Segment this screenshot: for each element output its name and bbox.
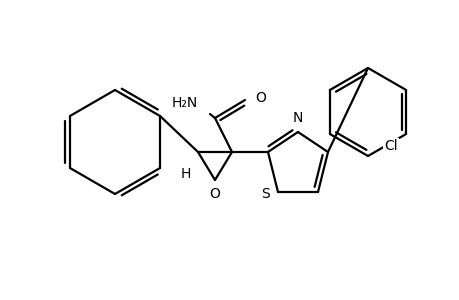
Text: N: N [292,111,302,125]
Text: H: H [180,167,191,181]
Text: Cl: Cl [383,139,397,153]
Text: O: O [209,187,220,201]
Text: S: S [261,187,270,201]
Text: H₂N: H₂N [172,96,198,110]
Text: O: O [254,91,265,105]
